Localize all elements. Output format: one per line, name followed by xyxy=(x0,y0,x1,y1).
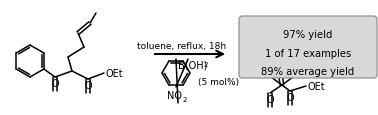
Text: O: O xyxy=(84,80,92,90)
Text: O: O xyxy=(266,94,274,104)
Text: 2: 2 xyxy=(204,61,208,67)
Text: 97% yield: 97% yield xyxy=(284,30,333,40)
Text: OEt: OEt xyxy=(308,81,325,91)
FancyBboxPatch shape xyxy=(239,17,377,78)
Text: 1 of 17 examples: 1 of 17 examples xyxy=(265,48,351,58)
Text: 2: 2 xyxy=(183,96,187,102)
Text: NO: NO xyxy=(167,90,182,100)
Text: OEt: OEt xyxy=(106,68,124,78)
Text: O: O xyxy=(286,92,294,102)
Text: O: O xyxy=(51,78,59,88)
Text: toluene, reflux, 18h: toluene, reflux, 18h xyxy=(138,42,226,51)
Text: B(OH): B(OH) xyxy=(178,59,208,69)
Text: (5 mol%): (5 mol%) xyxy=(198,78,239,87)
Text: 89% average yield: 89% average yield xyxy=(261,67,355,77)
